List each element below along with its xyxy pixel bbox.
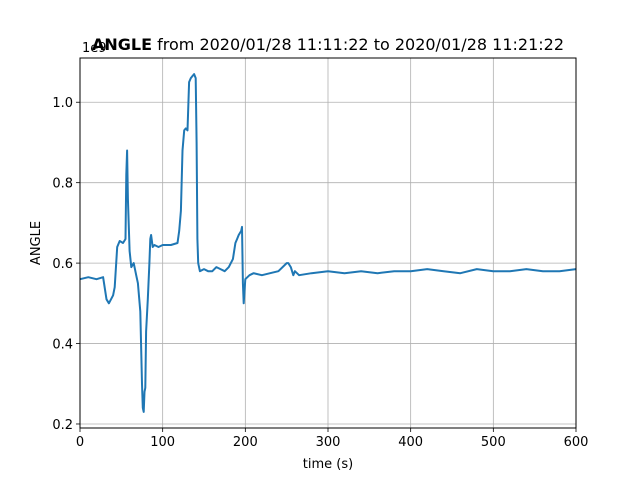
x-axis-label: time (s) bbox=[303, 457, 353, 472]
chart-title-rest: from 2020/01/28 11:11:22 to 2020/01/28 1… bbox=[152, 35, 564, 54]
y-tick-label: 1.0 bbox=[52, 96, 73, 111]
x-tick-label: 0 bbox=[76, 435, 84, 450]
grid bbox=[79, 58, 577, 428]
y-axis: 0.2 0.4 0.6 0.8 1.0 bbox=[52, 96, 80, 433]
x-tick-label: 500 bbox=[481, 435, 506, 450]
x-tick-label: 200 bbox=[233, 435, 258, 450]
y-tick-label: 0.8 bbox=[52, 177, 73, 192]
y-axis-label: ANGLE bbox=[29, 221, 44, 265]
chart-title: ANGLE from 2020/01/28 11:11:22 to 2020/0… bbox=[92, 35, 564, 54]
series-layer bbox=[79, 73, 577, 413]
y-tick-label: 0.4 bbox=[52, 338, 73, 353]
x-tick-label: 300 bbox=[316, 435, 341, 450]
chart-title-bold: ANGLE bbox=[92, 35, 152, 54]
x-tick-label: 600 bbox=[564, 435, 589, 450]
y-tick-label: 0.2 bbox=[52, 418, 73, 433]
series-line-0 bbox=[79, 73, 577, 413]
y-offset-text: 1e9 bbox=[82, 41, 107, 56]
x-tick-label: 400 bbox=[398, 435, 423, 450]
x-axis: 0 100 200 300 400 500 600 bbox=[76, 428, 589, 450]
x-tick-label: 100 bbox=[150, 435, 175, 450]
y-tick-label: 0.6 bbox=[52, 257, 73, 272]
